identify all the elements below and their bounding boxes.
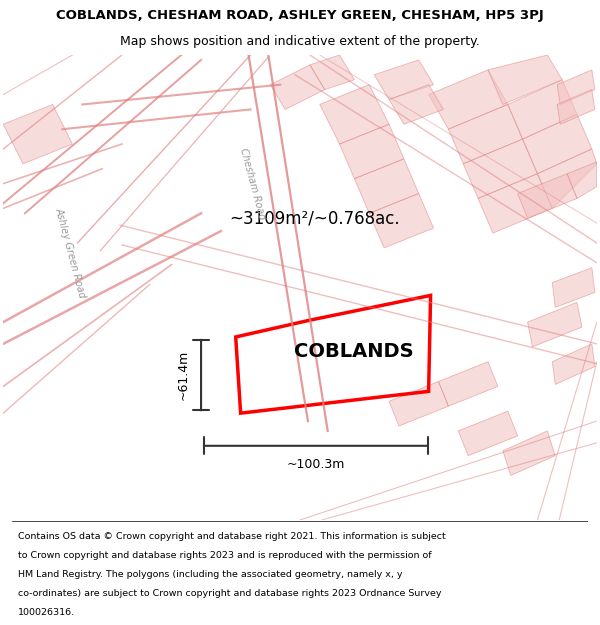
Polygon shape [355,159,419,213]
Polygon shape [567,162,597,199]
Polygon shape [478,174,552,233]
Polygon shape [271,65,325,109]
Text: Map shows position and indicative extent of the property.: Map shows position and indicative extent… [120,35,480,48]
Polygon shape [503,431,555,476]
Text: ~61.4m: ~61.4m [177,350,190,400]
Polygon shape [538,149,597,208]
Polygon shape [340,124,404,179]
Text: ~100.3m: ~100.3m [287,458,345,471]
Polygon shape [448,104,523,164]
Polygon shape [458,411,518,456]
Polygon shape [369,194,434,248]
Text: Contains OS data © Crown copyright and database right 2021. This information is : Contains OS data © Crown copyright and d… [18,532,446,541]
Text: ~3109m²/~0.768ac.: ~3109m²/~0.768ac. [230,209,400,227]
Polygon shape [518,174,577,218]
Polygon shape [439,362,498,406]
Polygon shape [557,70,595,104]
Polygon shape [428,70,508,129]
Polygon shape [320,84,389,144]
Polygon shape [389,381,448,426]
Polygon shape [389,84,443,124]
Polygon shape [463,139,538,199]
Text: COBLANDS: COBLANDS [294,342,413,361]
Polygon shape [552,268,595,308]
Polygon shape [552,344,595,384]
Polygon shape [527,302,582,347]
Polygon shape [310,55,355,89]
Polygon shape [3,104,73,164]
Polygon shape [523,114,592,174]
Polygon shape [508,80,577,139]
Text: co-ordinates) are subject to Crown copyright and database rights 2023 Ordnance S: co-ordinates) are subject to Crown copyr… [18,589,441,598]
Text: Chesham Road: Chesham Road [238,147,267,221]
Text: Ashley Green Road: Ashley Green Road [53,206,88,299]
Text: to Crown copyright and database rights 2023 and is reproduced with the permissio: to Crown copyright and database rights 2… [18,551,431,560]
Text: COBLANDS, CHESHAM ROAD, ASHLEY GREEN, CHESHAM, HP5 3PJ: COBLANDS, CHESHAM ROAD, ASHLEY GREEN, CH… [56,9,544,22]
Text: HM Land Registry. The polygons (including the associated geometry, namely x, y: HM Land Registry. The polygons (includin… [18,570,402,579]
Polygon shape [374,60,434,99]
Text: 100026316.: 100026316. [18,608,75,617]
Polygon shape [488,55,562,104]
Polygon shape [557,89,595,124]
